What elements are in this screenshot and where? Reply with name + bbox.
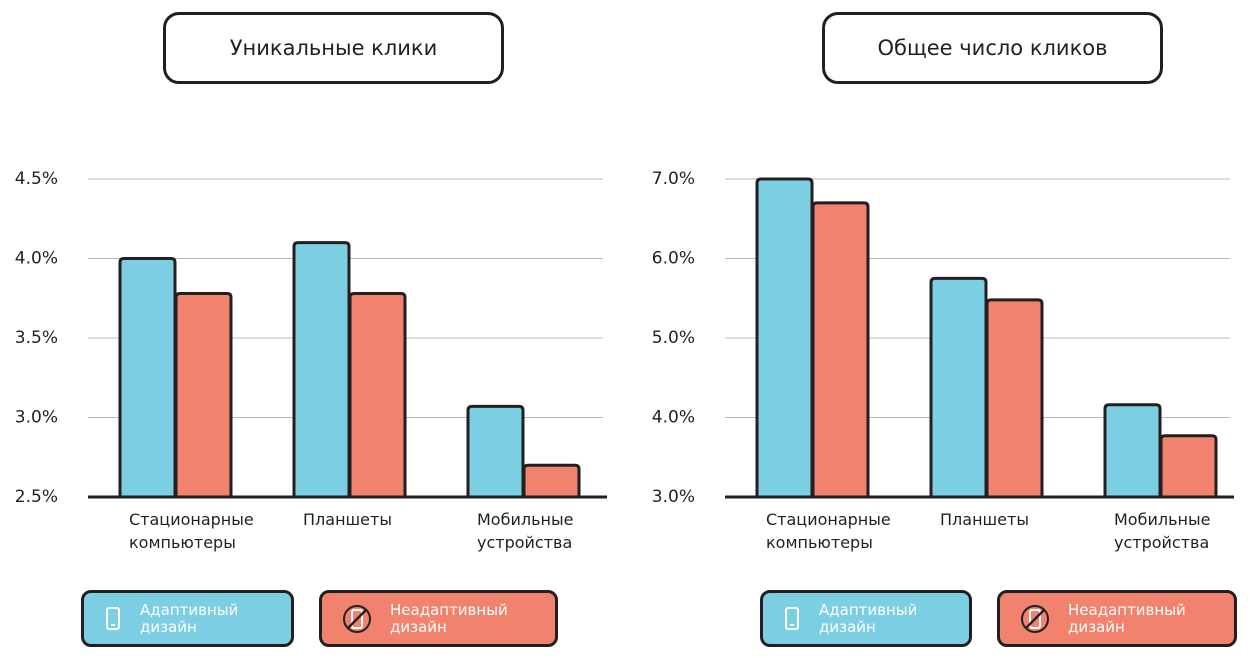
chart-title: Уникальные клики xyxy=(163,12,504,84)
bar xyxy=(929,276,988,497)
legend-icon xyxy=(106,606,120,630)
bar xyxy=(292,241,351,497)
x-tick-label: Мобильные устройства xyxy=(477,510,574,552)
legend-icon xyxy=(343,604,371,633)
legend-item: Неадаптивный дизайн xyxy=(319,590,558,647)
bar xyxy=(985,298,1044,497)
legend-item: Неадаптивный дизайн xyxy=(997,590,1237,647)
y-tick-label: 4.0% xyxy=(652,408,695,428)
legend-label: Адаптивный дизайн xyxy=(140,600,239,636)
x-tick-label: Планшеты xyxy=(940,510,1029,529)
y-tick-label: 3.0% xyxy=(15,408,58,428)
y-tick-label: 5.0% xyxy=(652,328,695,348)
bar xyxy=(118,257,177,497)
bar xyxy=(174,291,233,497)
chart-title: Общее число кликов xyxy=(822,12,1163,84)
x-tick-label: Планшеты xyxy=(303,510,392,529)
y-tick-label: 2.5% xyxy=(15,487,58,507)
x-tick-label: Стационарные компьютеры xyxy=(129,510,254,552)
y-tick-label: 3.5% xyxy=(15,328,58,348)
legend-icon xyxy=(1021,604,1049,633)
legend-item: Адаптивный дизайн xyxy=(81,590,294,647)
legend-item: Адаптивный дизайн xyxy=(760,590,972,647)
bar xyxy=(466,404,525,497)
x-tick-label: Мобильные устройства xyxy=(1114,510,1211,552)
y-tick-label: 7.0% xyxy=(652,169,695,189)
bar xyxy=(811,201,870,497)
bar xyxy=(755,177,814,497)
x-tick-label: Стационарные компьютеры xyxy=(766,510,891,552)
legend-label: Неадаптивный дизайн xyxy=(390,600,508,636)
y-tick-label: 3.0% xyxy=(652,487,695,507)
y-tick-label: 4.0% xyxy=(15,249,58,269)
y-tick-label: 4.5% xyxy=(15,169,58,189)
bar xyxy=(1159,434,1218,497)
bar xyxy=(1103,403,1162,497)
legend-label: Адаптивный дизайн xyxy=(819,600,918,636)
legend-label: Неадаптивный дизайн xyxy=(1068,600,1186,636)
bar xyxy=(348,291,407,497)
legend-icon xyxy=(785,606,799,630)
y-tick-label: 6.0% xyxy=(652,249,695,269)
bar xyxy=(522,463,581,497)
